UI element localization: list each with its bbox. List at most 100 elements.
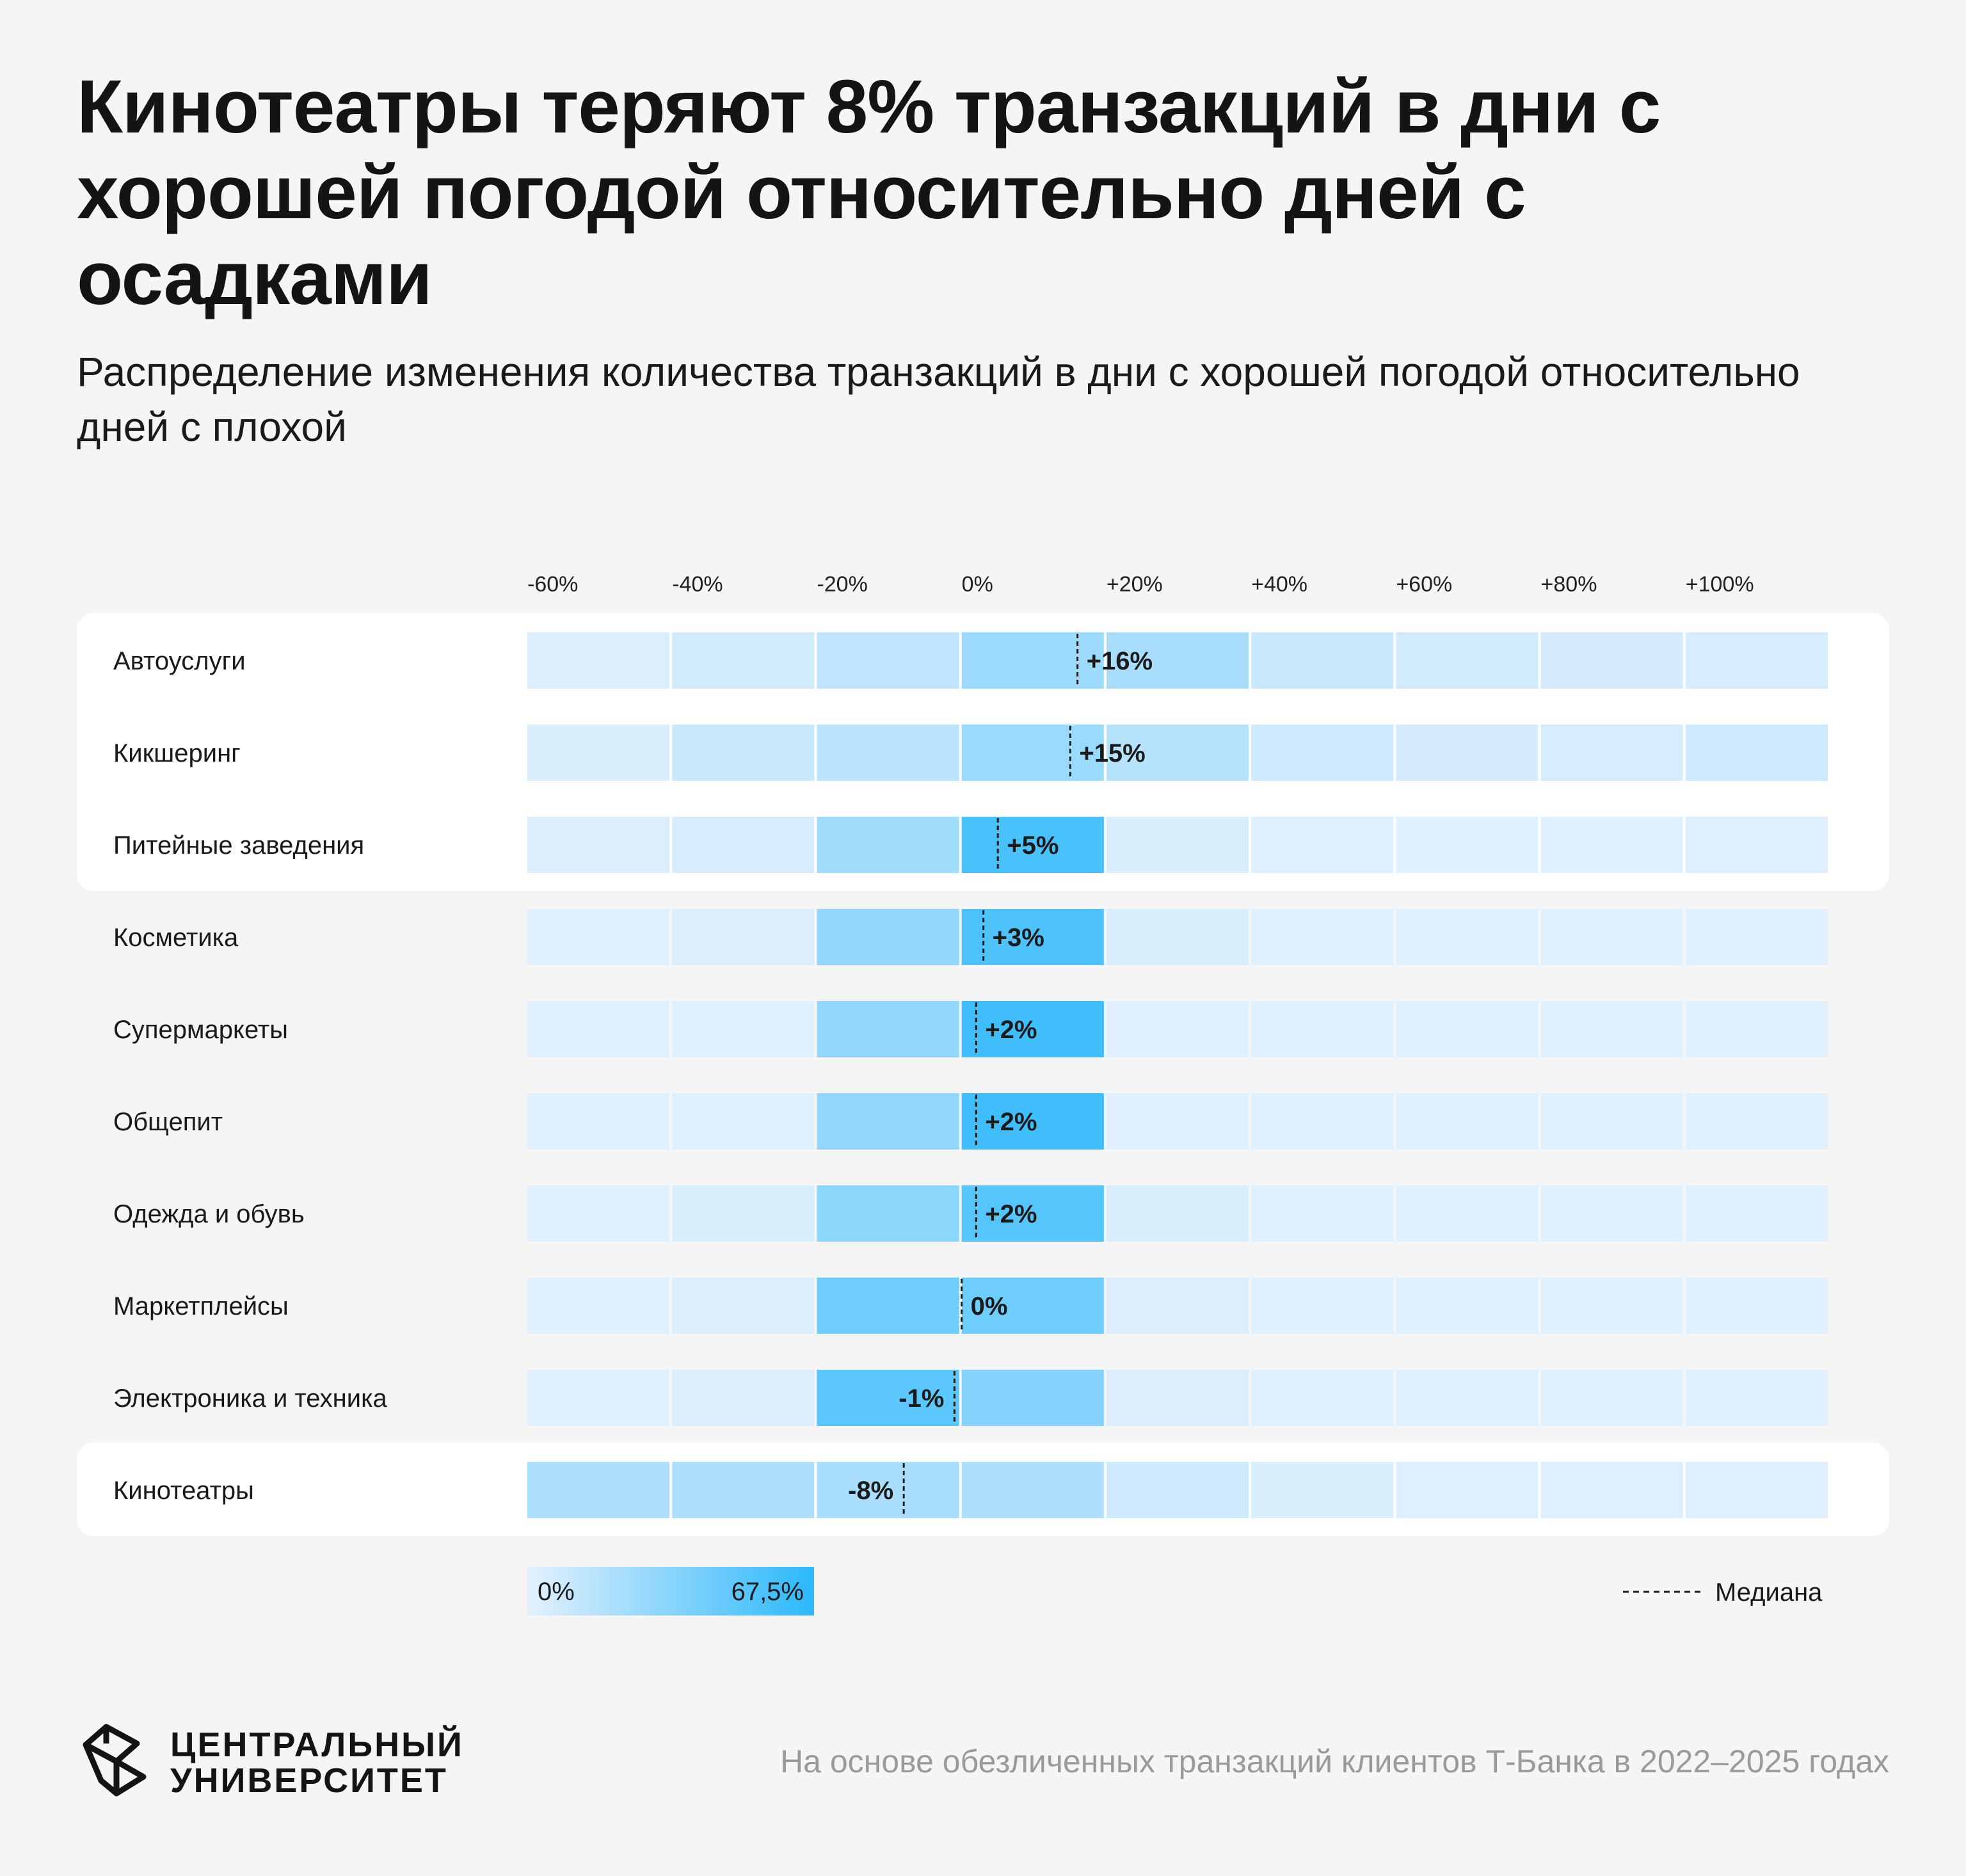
heatmap-cell: [672, 632, 815, 689]
heatmap-cell: [672, 725, 815, 781]
heatmap-cell: [961, 1278, 1104, 1334]
heatmap-cell: [1396, 909, 1538, 965]
category-label: Одежда и обувь: [113, 1200, 305, 1228]
heatmap-cell: [672, 1093, 815, 1150]
heatmap-cell: [527, 1185, 670, 1242]
color-scale-bar: [527, 1567, 814, 1615]
heatmap-cell: [1106, 1185, 1249, 1242]
heatmap-cell: [1540, 1185, 1683, 1242]
heatmap-cell: [1396, 1001, 1538, 1057]
heatmap-cell: [961, 1185, 1104, 1242]
heatmap-cell: [527, 909, 670, 965]
logo-wordmark: ЦЕНТРАЛЬНЫЙ УНИВЕРСИТЕТ: [170, 1727, 464, 1799]
university-logo: ЦЕНТРАЛЬНЫЙ УНИВЕРСИТЕТ: [76, 1722, 536, 1799]
x-tick-label: +100%: [1686, 572, 1754, 597]
heatmap-cell: [961, 1370, 1104, 1426]
heatmap-cell: [1106, 1278, 1249, 1334]
heatmap-row: Маркетплейсы 0%: [113, 1278, 1828, 1334]
median-value-label: +3%: [993, 924, 1044, 952]
median-legend-label: Медиана: [1715, 1578, 1823, 1607]
heatmap-cell: [672, 1001, 815, 1057]
median-value-label: -8%: [848, 1477, 893, 1505]
heatmap-cell: [672, 1278, 815, 1334]
heatmap-row: Кинотеатры -8%: [113, 1462, 1828, 1518]
heatmap-cell: [527, 1278, 670, 1334]
x-tick-label: 0%: [962, 572, 993, 597]
heatmap-cell: [1106, 1462, 1249, 1518]
heatmap-cell: [527, 1370, 670, 1426]
category-label: Электроника и техника: [113, 1384, 387, 1413]
heatmap-cell: [1106, 1093, 1249, 1150]
heatmap-cell: [1251, 1001, 1394, 1057]
heatmap-cell: [1396, 632, 1538, 689]
heatmap-cell: [817, 817, 959, 873]
heatmap-cell: [1396, 1093, 1538, 1150]
heatmap-cell: [1540, 632, 1683, 689]
cube-logo-icon: [83, 1724, 147, 1797]
heatmap-cell: [527, 1093, 670, 1150]
heatmap-row: Питейные заведения +5%: [113, 817, 1828, 873]
heatmap-cell: [1251, 1185, 1394, 1242]
heatmap-cell: [1251, 909, 1394, 965]
category-label: Общепит: [113, 1108, 223, 1136]
heatmap-cell: [1251, 817, 1394, 873]
category-label: Питейные заведения: [113, 831, 364, 860]
heatmap-cell: [1540, 1093, 1683, 1150]
heatmap-cell: [961, 1462, 1104, 1518]
heatmap-cell: [961, 817, 1104, 873]
heatmap-row: Одежда и обувь +2%: [113, 1185, 1828, 1242]
source-footnote: На основе обезличенных транзакций клиент…: [780, 1744, 1889, 1779]
heatmap-cell: [1396, 817, 1538, 873]
heatmap-cell: [1685, 632, 1828, 689]
heatmap-row: Автоуслуги +16%: [113, 632, 1828, 689]
heatmap-cell: [527, 632, 670, 689]
heatmap-cell: [527, 725, 670, 781]
heatmap-cell: [1540, 909, 1683, 965]
heatmap-cell: [1106, 632, 1249, 689]
heatmap-cell: [672, 909, 815, 965]
heatmap-cell: [1685, 1278, 1828, 1334]
x-tick-label: -60%: [527, 572, 578, 597]
heatmap-cell: [961, 1093, 1104, 1150]
heatmap-cell: [961, 725, 1104, 781]
heatmap-cell: [817, 1185, 959, 1242]
heatmap-cell: [961, 909, 1104, 965]
heatmap-cell: [817, 1093, 959, 1150]
heatmap-cell: [1106, 909, 1249, 965]
page-title: Кинотеатры теряют 8% транзакций в дни с …: [77, 65, 1661, 321]
category-label: Кинотеатры: [113, 1477, 254, 1505]
color-scale-max-label: 67,5%: [731, 1578, 804, 1606]
heatmap-cell: [1685, 725, 1828, 781]
heatmap-cell: [1396, 1278, 1538, 1334]
heatmap-chart: -60% -40% -20% 0% +20% +40% +60% +80% +100% Авто…: [113, 572, 1828, 1615]
heatmap-cell: [1540, 1278, 1683, 1334]
page-subtitle: Распределение изменения количества транз…: [77, 349, 1800, 450]
heatmap-cell: [672, 1462, 815, 1518]
logo-line-1: ЦЕНТРАЛЬНЫЙ: [170, 1726, 464, 1764]
median-value-label: +16%: [1087, 647, 1153, 675]
x-tick-label: -40%: [672, 572, 723, 597]
heatmap-cell: [527, 817, 670, 873]
median-legend: Медиана: [1623, 1578, 1823, 1607]
heatmap-cell: [1396, 1370, 1538, 1426]
heatmap-cell: [1685, 1001, 1828, 1057]
heatmap-cell: [817, 725, 959, 781]
heatmap-cell: [961, 1001, 1104, 1057]
category-label: Автоуслуги: [113, 647, 246, 675]
heatmap-cell: [1106, 1370, 1249, 1426]
heatmap-cell: [1251, 1278, 1394, 1334]
heatmap-rows: Автоуслуги +16% Кикшеринг +15% Питейные заве…: [113, 632, 1828, 1518]
heatmap-cell: [1106, 817, 1249, 873]
heatmap-cell: [1251, 632, 1394, 689]
heatmap-cell: [1251, 1462, 1394, 1518]
median-value-label: +2%: [985, 1016, 1037, 1044]
color-scale-min-label: 0%: [538, 1578, 575, 1606]
heatmap-cell: [1106, 1001, 1249, 1057]
heatmap-row: Электроника и техника -1%: [113, 1370, 1828, 1426]
heatmap-row: Общепит +2%: [113, 1093, 1828, 1150]
heatmap-cell: [672, 1185, 815, 1242]
heatmap-row: Супермаркеты +2%: [113, 1001, 1828, 1057]
heatmap-cell: [817, 1462, 959, 1518]
heatmap-cell: [817, 1370, 959, 1426]
